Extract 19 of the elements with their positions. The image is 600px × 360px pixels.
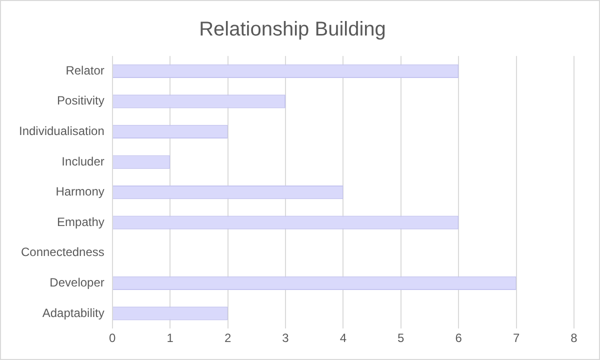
x-tick-label: 8 (570, 331, 578, 346)
y-tick-label: Includer (62, 154, 104, 168)
x-tick-label: 0 (109, 331, 116, 346)
y-tick-label: Empathy (57, 214, 104, 229)
x-tick-label: 3 (282, 331, 290, 346)
y-tick-label: Harmony (56, 184, 104, 199)
y-tick-label: Relator (66, 63, 104, 78)
x-tick-label: 2 (224, 331, 232, 346)
x-tick-label: 1 (166, 331, 174, 346)
x-tick-label: 6 (455, 331, 462, 346)
y-tick-label: Developer (50, 275, 104, 290)
y-tick-label: Adaptability (42, 306, 104, 320)
y-tick-label: Connectedness (21, 245, 104, 260)
x-tick-label: 5 (398, 331, 405, 346)
chart-title: Relationship Building (199, 18, 386, 41)
x-tick-label: 4 (340, 331, 347, 346)
x-tick-label: 7 (512, 331, 520, 346)
y-tick-label: Individualisation (19, 124, 104, 138)
y-tick-label: Positivity (57, 94, 104, 108)
